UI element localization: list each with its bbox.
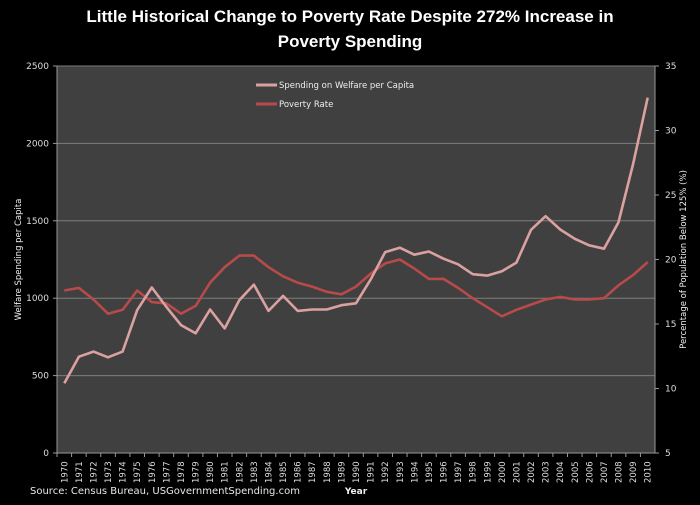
y-tick-label-left: 500 [32, 372, 49, 382]
x-tick-label: 1977 [162, 461, 172, 483]
x-tick-label: 2006 [585, 461, 595, 483]
y-tick-label-right: 35 [665, 62, 676, 72]
y-tick-label-left: 1000 [26, 294, 49, 304]
y-tick-label-left: 0 [43, 449, 49, 459]
y-tick-label-left: 2000 [26, 139, 49, 149]
x-tick-label: 2002 [527, 461, 537, 483]
x-tick-label: 1996 [440, 461, 450, 483]
y-axis-title-left: Welfare Spending per Capita [14, 199, 24, 321]
x-tick-label: 1989 [337, 461, 347, 483]
x-tick-label: 1994 [410, 461, 420, 483]
x-tick-label: 2008 [615, 461, 625, 483]
x-tick-label: 1972 [89, 461, 99, 483]
legend-label: Spending on Welfare per Capita [279, 81, 414, 91]
y-tick-label-right: 5 [665, 449, 671, 459]
x-tick-label: 1970 [60, 461, 70, 483]
x-tick-label: 1981 [221, 461, 231, 483]
x-tick-label: 1973 [104, 461, 114, 483]
x-tick-label: 1997 [454, 461, 464, 483]
x-tick-label: 1998 [469, 461, 479, 483]
source-note: Source: Census Bureau, USGovernmentSpend… [30, 486, 300, 497]
x-tick-label: 1985 [279, 461, 289, 483]
plot-area [57, 66, 655, 453]
x-tick-label: 1992 [381, 461, 391, 483]
y-tick-label-right: 30 [665, 127, 677, 137]
y-tick-label-right: 25 [665, 191, 676, 201]
chart-title: Little Historical Change to Poverty Rate… [0, 4, 700, 54]
x-tick-label: 2007 [600, 461, 610, 483]
x-tick-label: 1995 [425, 461, 435, 483]
x-tick-label: 1991 [367, 461, 377, 483]
chart-title-line-1: Little Historical Change to Poverty Rate… [86, 7, 614, 26]
x-tick-label: 2003 [542, 461, 552, 483]
x-tick-label: 2009 [629, 461, 639, 483]
x-tick-label: 1990 [352, 461, 362, 483]
y-tick-label-left: 2500 [26, 62, 49, 72]
x-tick-label: 1978 [177, 461, 187, 483]
y-tick-label-left: 1500 [26, 217, 49, 227]
y-tick-label-right: 10 [665, 385, 677, 395]
x-tick-label: 2000 [498, 461, 508, 483]
x-tick-label: 1980 [206, 461, 216, 483]
x-tick-label: 1993 [396, 461, 406, 483]
y-axis-title-right: Percentage of Population Below 125% (%) [679, 170, 689, 349]
x-tick-label: 1971 [75, 461, 85, 483]
y-tick-label-right: 15 [665, 320, 676, 330]
x-axis-title: Year [344, 487, 368, 497]
y-tick-label-right: 20 [665, 256, 677, 266]
x-tick-label: 2001 [512, 461, 522, 483]
x-tick-label: 2005 [571, 461, 581, 483]
x-tick-label: 1999 [483, 461, 493, 483]
x-tick-label: 1974 [119, 461, 129, 483]
x-tick-label: 1988 [323, 461, 333, 483]
x-tick-label: 1982 [235, 461, 245, 483]
x-tick-label: 1976 [148, 461, 158, 483]
chart-title-line-2: Poverty Spending [277, 32, 423, 51]
x-tick-label: 1975 [133, 461, 143, 483]
x-tick-label: 1979 [192, 461, 202, 483]
x-tick-label: 2004 [556, 461, 566, 483]
x-tick-label: 1983 [250, 461, 260, 483]
x-tick-label: 1986 [294, 461, 304, 483]
x-tick-label: 2010 [644, 461, 654, 483]
x-tick-label: 1984 [264, 461, 274, 483]
x-tick-label: 1987 [308, 461, 318, 483]
legend-label: Poverty Rate [279, 100, 333, 110]
